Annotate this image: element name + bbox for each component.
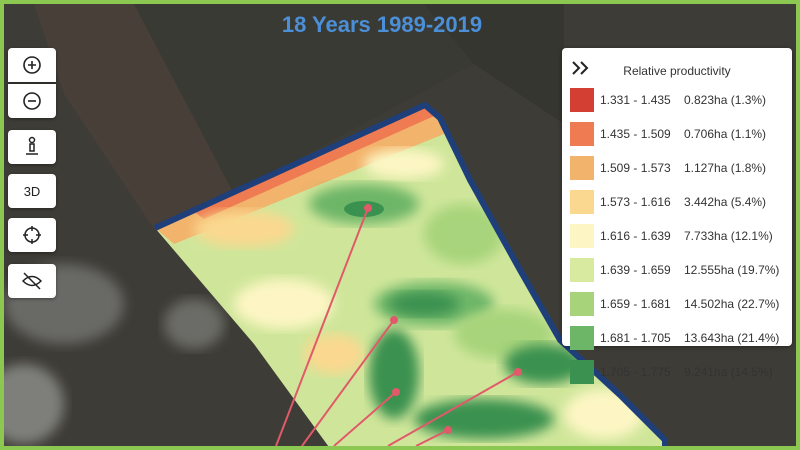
- legend-swatch: [570, 258, 594, 282]
- legend-range: 1.681 - 1.705: [600, 331, 671, 345]
- legend-range: 1.331 - 1.435: [600, 93, 671, 107]
- locate-button[interactable]: [8, 218, 56, 252]
- legend-swatch: [570, 156, 594, 180]
- legend-row: 1.573 - 1.616 3.442ha (5.4%): [570, 190, 766, 214]
- locate-icon: [23, 226, 41, 244]
- legend-swatch: [570, 224, 594, 248]
- legend-area: 3.442ha (5.4%): [684, 195, 767, 209]
- legend-range: 1.639 - 1.659: [600, 263, 671, 277]
- legend-row: 1.659 - 1.681 14.502ha (22.7%): [570, 292, 779, 316]
- legend-swatch: [570, 360, 594, 384]
- legend-swatch: [570, 122, 594, 146]
- legend-range: 1.573 - 1.616: [600, 195, 671, 209]
- collapse-button[interactable]: [570, 58, 592, 78]
- legend-area: 14.502ha (22.7%): [684, 297, 780, 311]
- legend-swatch: [570, 88, 594, 112]
- legend-area: 13.643ha (21.4%): [684, 331, 780, 345]
- zoom-in-icon: [23, 56, 41, 74]
- legend-swatch: [570, 292, 594, 316]
- legend-row: 1.681 - 1.705 13.643ha (21.4%): [570, 326, 779, 350]
- legend-row: 1.435 - 1.509 0.706ha (1.1%): [570, 122, 766, 146]
- arrows: [275, 204, 522, 446]
- zoom-in-button[interactable]: [8, 48, 56, 82]
- legend-swatch: [570, 190, 594, 214]
- legend-area: 0.823ha (1.3%): [684, 93, 767, 107]
- field-boundary: [153, 101, 668, 446]
- legend-row: 1.705 - 1.775 9.241ha (14.5%): [570, 360, 773, 384]
- legend-panel: Relative productivity 1.331 - 1.435 0.823…: [562, 48, 792, 384]
- legend-title: Relative productivity: [623, 64, 731, 78]
- legend-row: 1.616 - 1.639 7.733ha (12.1%): [570, 224, 773, 248]
- legend-row: 1.509 - 1.573 1.127ha (1.8%): [570, 156, 766, 180]
- legend-swatch: [570, 326, 594, 350]
- map-title: 18 Years 1989-2019: [281, 12, 483, 37]
- 3d-button[interactable]: 3D: [8, 174, 56, 208]
- legend-row: 1.639 - 1.659 12.555ha (19.7%): [570, 258, 779, 282]
- legend-range: 1.705 - 1.775: [600, 365, 671, 379]
- legend-area: 1.127ha (1.8%): [684, 161, 767, 175]
- person-icon: [26, 136, 38, 155]
- legend-range: 1.659 - 1.681: [600, 297, 671, 311]
- legend-range: 1.509 - 1.573: [600, 161, 671, 175]
- legend-range: 1.435 - 1.509: [600, 127, 671, 141]
- legend-area: 9.241ha (14.5%): [684, 365, 773, 379]
- zoom-out-button[interactable]: [8, 84, 56, 118]
- street-view-button[interactable]: [8, 130, 56, 164]
- legend-range: 1.616 - 1.639: [600, 229, 671, 243]
- legend-area: 0.706ha (1.1%): [684, 127, 767, 141]
- zoom-out-icon: [23, 92, 41, 110]
- hide-layer-button[interactable]: [8, 264, 56, 298]
- legend-row: 1.331 - 1.435 0.823ha (1.3%): [570, 88, 766, 112]
- eye-off-icon: [21, 272, 43, 290]
- legend-area: 12.555ha (19.7%): [684, 263, 780, 277]
- legend-area: 7.733ha (12.1%): [684, 229, 773, 243]
